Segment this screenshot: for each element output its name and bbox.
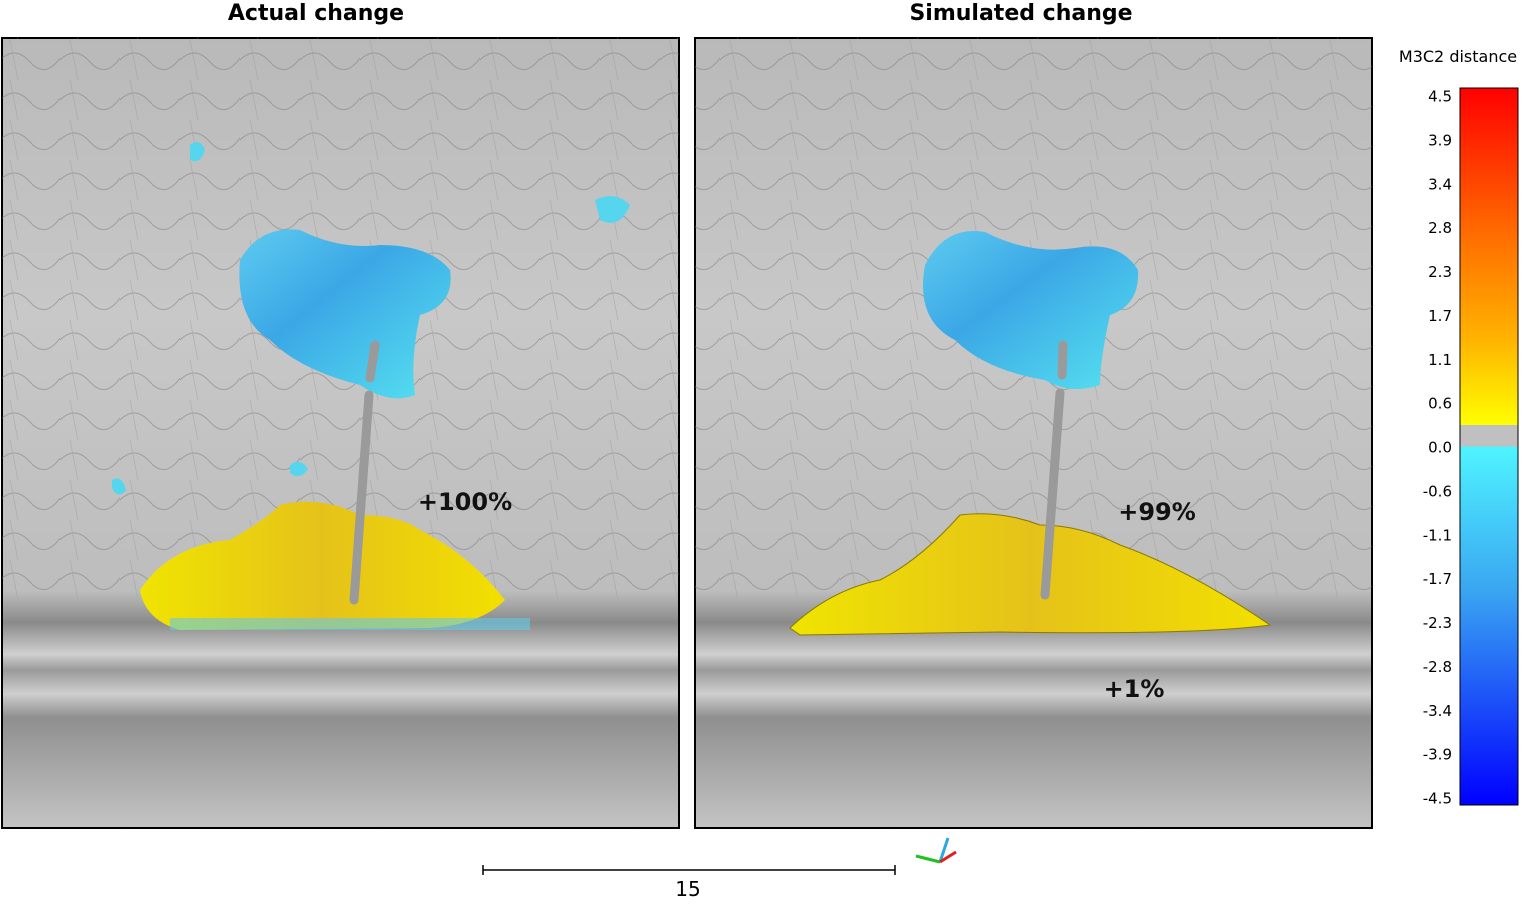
erosion-fringe xyxy=(170,618,530,630)
axis-icon xyxy=(915,837,957,864)
annotation: +99% xyxy=(1118,498,1196,526)
colorbar-tick-label: -2.3 xyxy=(1423,614,1452,632)
colorbar-tick-label: 1.1 xyxy=(1428,351,1452,369)
colorbar-tick-label: 3.9 xyxy=(1428,131,1452,149)
colorbar-tick-label: -1.7 xyxy=(1423,570,1452,588)
axis-x xyxy=(939,850,957,864)
color-scale xyxy=(1459,87,1519,806)
colorbar-tick-label: -4.5 xyxy=(1423,790,1452,808)
deposition-area xyxy=(789,513,1272,636)
deposition-area xyxy=(140,501,505,630)
colorbar-tick-label: 2.8 xyxy=(1428,219,1452,237)
colorbar-tick-label: 2.3 xyxy=(1428,263,1452,281)
erosion-area xyxy=(239,229,451,399)
annotation: +1% xyxy=(1104,675,1165,703)
panel-title: Actual change xyxy=(228,1,404,26)
colorbar-tick-label: -0.6 xyxy=(1423,482,1452,500)
colorbar-tick-label: -3.9 xyxy=(1423,746,1452,764)
annotation: +100% xyxy=(418,488,512,516)
scale-label: 15 xyxy=(675,877,700,901)
colorbar-tick-label: -1.1 xyxy=(1423,526,1452,544)
panel-actual: +100% xyxy=(1,37,680,829)
colorbar-tick-label: 3.4 xyxy=(1428,175,1452,193)
colorbar-tick-label: -2.8 xyxy=(1423,658,1452,676)
colorbar: M3C2 distance 4.5 3.9 3.4 2.8 2.3 1.7 1.1 0.6 0.… xyxy=(1399,47,1519,808)
colorbar-tick-label: 4.5 xyxy=(1428,88,1452,106)
pole xyxy=(1057,340,1068,380)
erosion-area xyxy=(923,230,1139,389)
colorbar-title: M3C2 distance xyxy=(1399,47,1517,66)
panel-simulated: +99% +1% xyxy=(694,37,1373,829)
colorbar-tick-label: -3.4 xyxy=(1423,702,1452,720)
panel-title: Simulated change xyxy=(909,1,1132,26)
colorbar-tick-label: 1.7 xyxy=(1428,307,1452,325)
scale-bar: 15 xyxy=(482,865,896,901)
axis-y xyxy=(915,854,941,864)
pole xyxy=(365,340,380,383)
pole xyxy=(1040,388,1065,600)
axis-z xyxy=(938,837,950,863)
colorbar-tick-label: 0.0 xyxy=(1428,439,1452,457)
colorbar-tick-label: 0.6 xyxy=(1428,395,1452,413)
pole xyxy=(349,390,374,605)
